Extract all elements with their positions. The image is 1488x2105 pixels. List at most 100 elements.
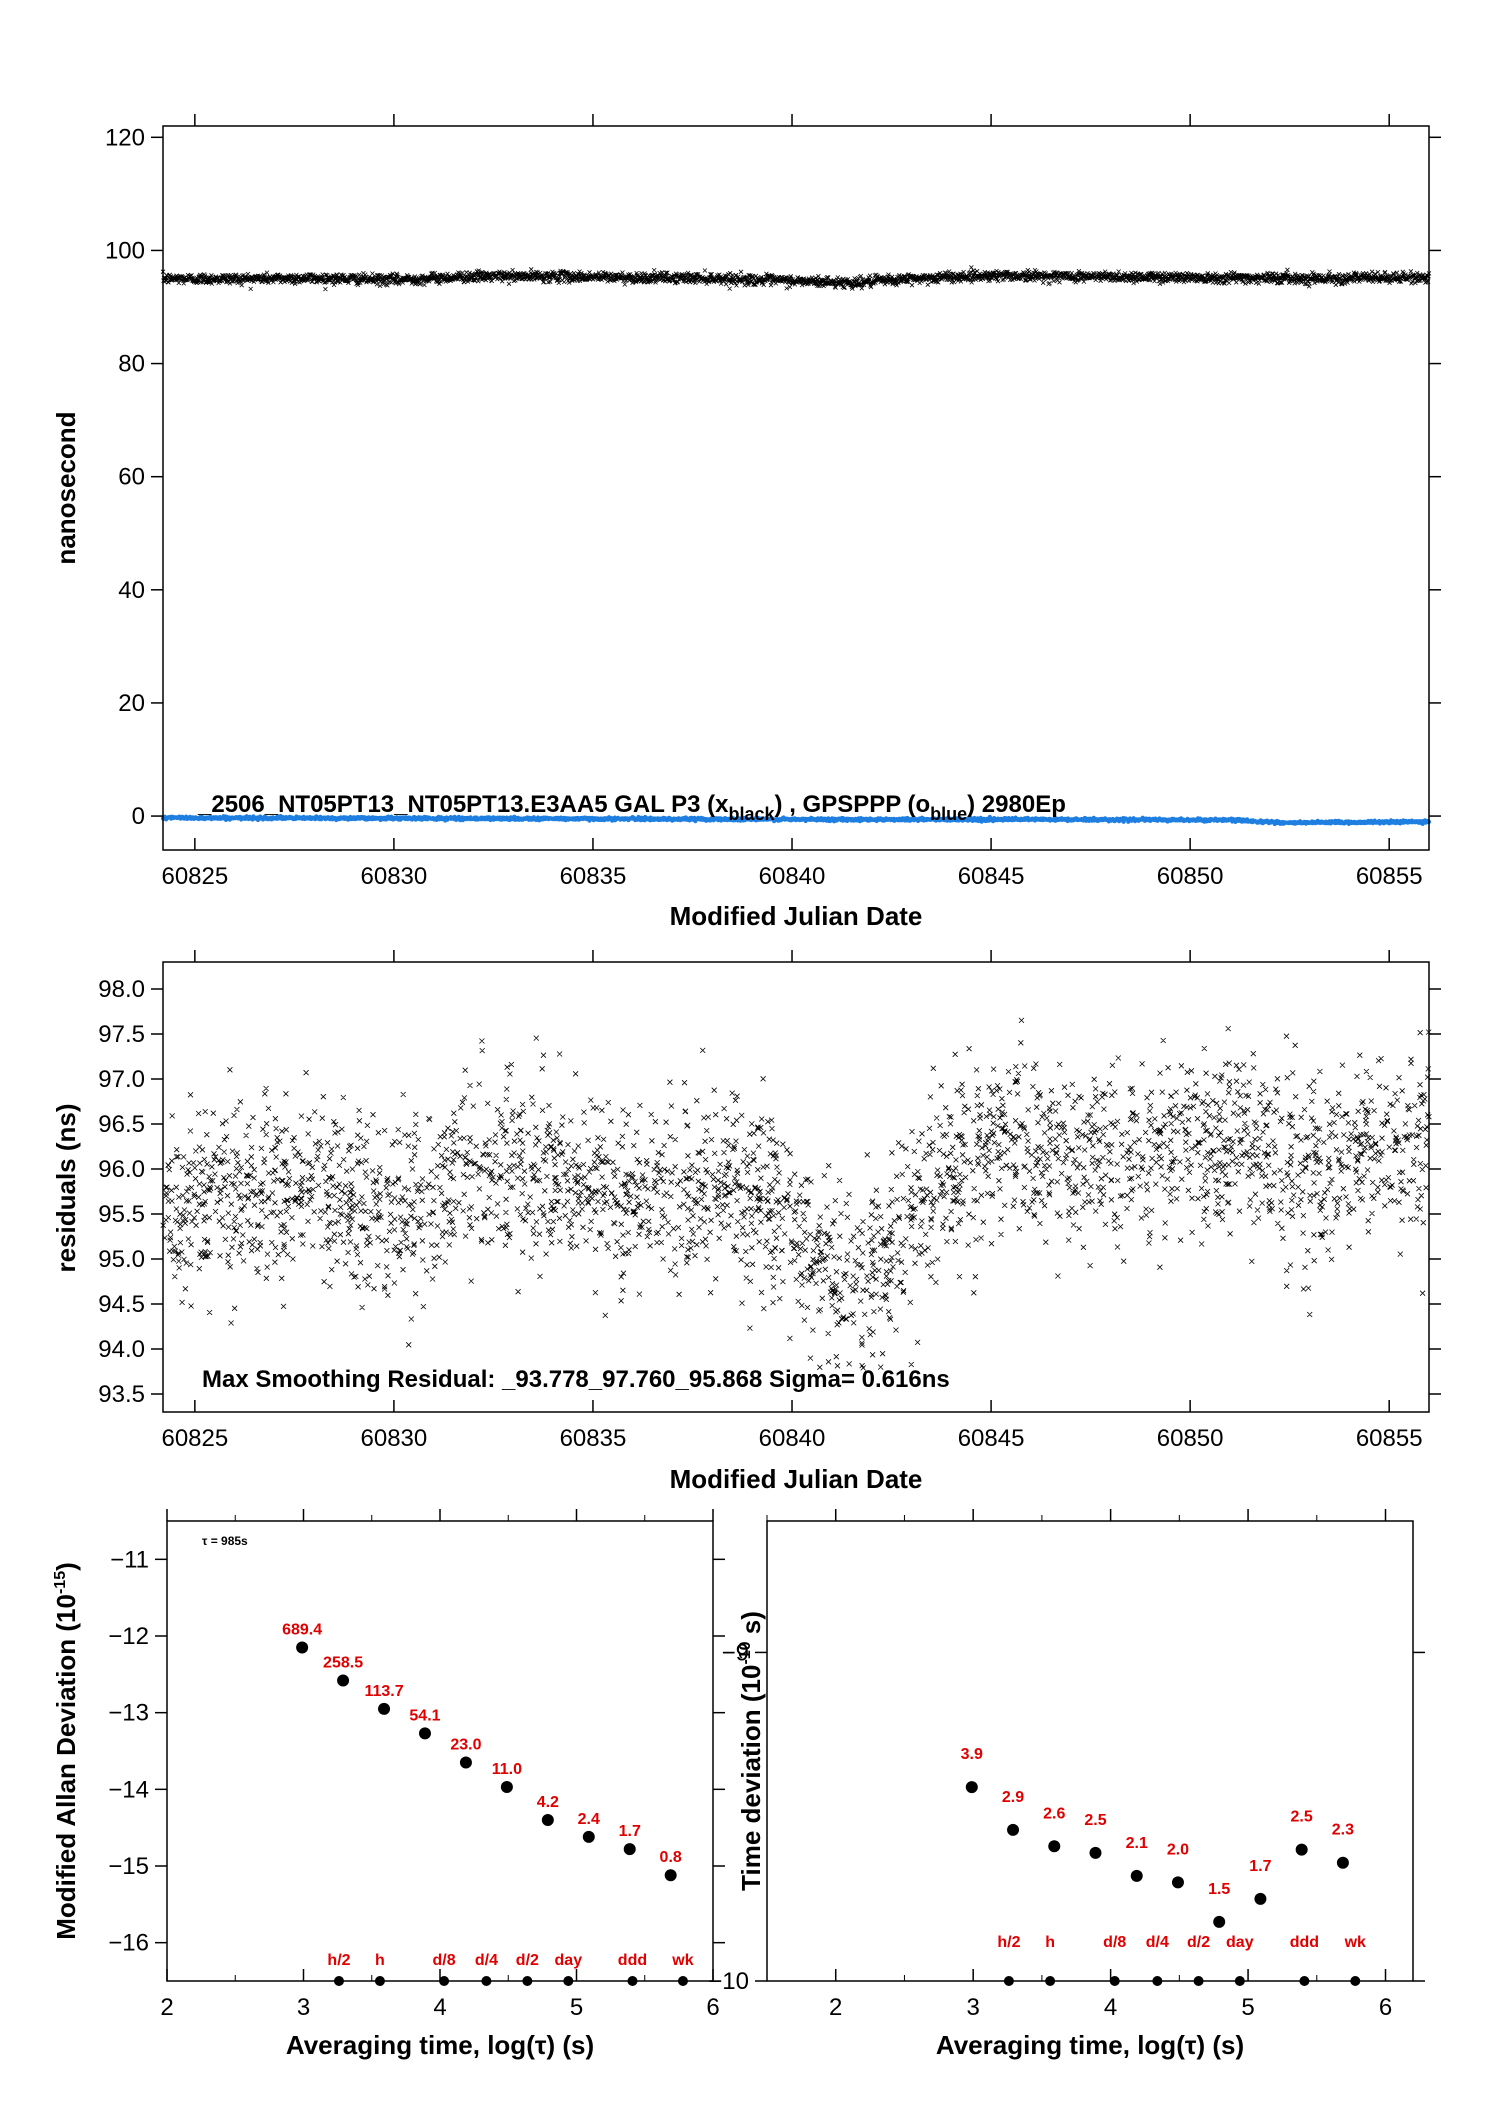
- deviation-point-label: 4.2: [537, 1794, 559, 1811]
- interval-marker: [374, 1976, 385, 1986]
- tdev-panel: 2 3 4 5 6 −9 −10 3.9 2.9 2.6 2.5 2.1 2.0 1.5 1.7 2.5 2.…: [708, 1509, 1425, 2060]
- x-tick-label: 60855: [1356, 1425, 1423, 1452]
- interval-marker: [563, 1976, 574, 1986]
- deviation-point-label: 689.4: [282, 1622, 322, 1639]
- deviation-point-label: 2.4: [578, 1811, 600, 1828]
- x-tick-label: 3: [297, 1994, 310, 2021]
- deviation-point: [337, 1674, 350, 1687]
- interval-marker-label: d/4: [475, 1952, 498, 1969]
- x-tick-label: 6: [1379, 1994, 1392, 2021]
- interval-marker: [439, 1976, 450, 1986]
- deviation-point: [1336, 1856, 1349, 1869]
- deviation-point: [418, 1727, 431, 1740]
- y-tick-label: −14: [108, 1776, 149, 1803]
- annotation-part-3: ) 2980Ep: [967, 791, 1066, 818]
- annotation-sub-black: black: [729, 804, 776, 824]
- deviation-point-label: 2.6: [1043, 1805, 1065, 1822]
- x-tick-label: 60825: [161, 863, 228, 890]
- y-tick-label: −10: [708, 1968, 749, 1995]
- deviation-point-label: 2.0: [1167, 1841, 1189, 1858]
- residuals-plot-frame: [162, 961, 1430, 1413]
- deviation-point-label: 11.0: [492, 1761, 522, 1778]
- deviation-point: [965, 1781, 978, 1794]
- y-tick-label: 97.0: [98, 1066, 145, 1093]
- x-tick-label: 60830: [361, 1425, 428, 1452]
- deviation-point: [582, 1830, 595, 1843]
- interval-marker-label: d/2: [1187, 1934, 1210, 1951]
- interval-marker-label: d/8: [433, 1952, 456, 1969]
- residuals-annotation: Max Smoothing Residual: _93.778_97.760_9…: [202, 1366, 950, 1393]
- deviation-point-label: 1.7: [619, 1823, 641, 1840]
- y-tick-label: 95.0: [98, 1246, 145, 1273]
- deviation-point: [1213, 1915, 1226, 1928]
- residual-points: [160, 1017, 1432, 1371]
- deviation-point: [1254, 1892, 1267, 1905]
- deviation-point: [378, 1702, 391, 1715]
- deviation-point-label: 2.5: [1084, 1812, 1106, 1829]
- x-tick-label: 2: [160, 1994, 173, 2021]
- gpsppp-series: [160, 814, 1432, 827]
- interval-marker-label: ddd: [618, 1952, 647, 1969]
- interval-marker-label: d/2: [516, 1952, 539, 1969]
- interval-marker: [1045, 1976, 1056, 1986]
- tau-note: τ = 985s: [202, 1534, 248, 1548]
- tdev-y-label-main: Time deviation (10: [736, 1665, 766, 1891]
- residuals-y-axis-label: residuals (ns): [51, 1103, 81, 1272]
- deviation-point: [541, 1814, 554, 1826]
- deviation-point: [664, 1869, 677, 1882]
- deviation-point-label: 2.1: [1126, 1835, 1148, 1852]
- deviation-point-label: 2.3: [1332, 1822, 1354, 1839]
- mdev-y-label-end: ): [51, 1562, 81, 1571]
- x-tick-label: 60845: [958, 1425, 1025, 1452]
- deviation-point-label: 3.9: [961, 1746, 983, 1763]
- interval-marker-label: day: [1226, 1934, 1254, 1951]
- x-tick-label: 60835: [560, 863, 627, 890]
- deviation-point: [1048, 1840, 1061, 1853]
- deviation-point: [1295, 1843, 1308, 1856]
- time-series-plot-frame: [162, 125, 1430, 851]
- interval-marker: [627, 1976, 638, 1986]
- deviation-point: [1130, 1869, 1143, 1882]
- deviation-point: [1171, 1876, 1184, 1889]
- y-tick-label: −13: [108, 1700, 149, 1727]
- deviation-point-label: 1.5: [1208, 1881, 1230, 1898]
- x-tick-label: 5: [570, 1994, 583, 2021]
- mdev-y-axis-label: Modified Allan Deviation (10-15): [51, 1562, 81, 1940]
- y-tick-label: 120: [105, 124, 145, 151]
- interval-marker-label: day: [555, 1952, 583, 1969]
- interval-marker: [1350, 1976, 1361, 1986]
- annotation-part-1: _2506_NT05PT13_NT05PT13.E3AA5 GAL P3 (x: [197, 791, 729, 818]
- deviation-point-label: 23.0: [450, 1737, 481, 1754]
- y-tick-label: 96.5: [98, 1111, 145, 1138]
- deviation-point: [459, 1756, 472, 1769]
- y-tick-label: 80: [118, 351, 145, 378]
- tdev-y-axis-label: Time deviation (10-10 s): [736, 1611, 766, 1891]
- interval-marker-label: wk: [671, 1952, 693, 1969]
- annotation-part-2: ) , GPSPPP (o: [775, 791, 931, 818]
- x-tick-label: 60830: [361, 863, 428, 890]
- interval-marker: [481, 1976, 492, 1986]
- gal-p3-markers: [160, 265, 1432, 292]
- mdev-plot-frame: [166, 1520, 714, 1982]
- mdev-y-label-sup: -15: [52, 1571, 69, 1594]
- deviation-point: [296, 1641, 309, 1654]
- interval-marker: [1109, 1976, 1120, 1986]
- y-tick-label: −15: [108, 1853, 149, 1880]
- y-tick-label: 60: [118, 464, 145, 491]
- interval-marker-label: wk: [1344, 1934, 1366, 1951]
- x-tick-label: 4: [1104, 1994, 1117, 2021]
- y-tick-label: 96.0: [98, 1156, 145, 1183]
- gpsppp-markers: [160, 814, 1432, 827]
- x-tick-label: 2: [829, 1994, 842, 2021]
- x-tick-label: 60825: [161, 1425, 228, 1452]
- x-tick-label: 3: [966, 1994, 979, 2021]
- x-tick-label: 6: [706, 1994, 719, 2021]
- deviation-point-label: 258.5: [323, 1654, 363, 1671]
- deviation-point-label: 54.1: [409, 1707, 440, 1724]
- y-tick-label: 20: [118, 690, 145, 717]
- y-tick-label: 95.5: [98, 1201, 145, 1228]
- deviation-point-label: 1.7: [1249, 1858, 1271, 1875]
- deviation-point-label: 2.5: [1291, 1809, 1313, 1826]
- interval-marker: [1299, 1976, 1310, 1986]
